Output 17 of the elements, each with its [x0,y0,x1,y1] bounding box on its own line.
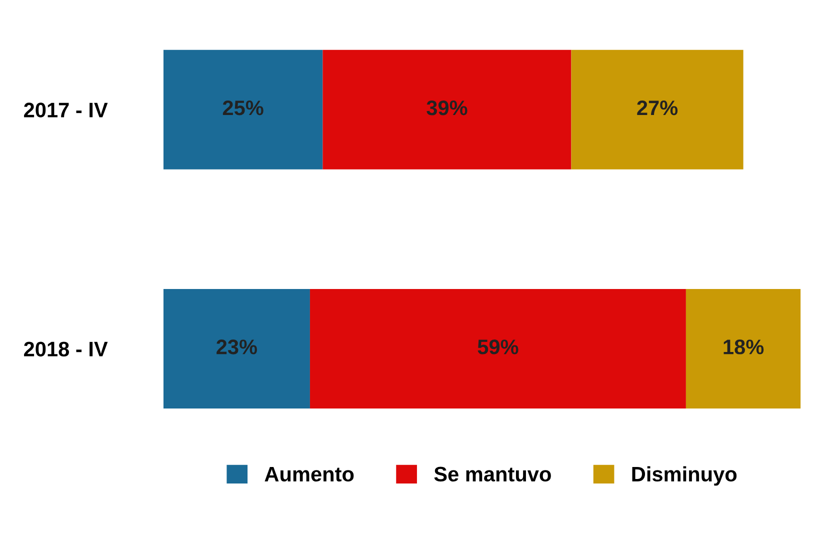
data-label: 59% [478,340,518,354]
data-label: 25% [222,100,264,116]
bar [571,50,744,170]
legend-label: Disminuyo [632,466,737,486]
legend-label: Se mantuvo [434,466,551,482]
data-label: 27% [637,100,678,116]
y-tick-label: 2018 - IV [24,342,108,356]
data-label: 39% [426,100,468,116]
bar [163,288,310,408]
data-label: 23% [216,340,257,354]
bar [322,50,572,170]
bar [310,288,686,408]
data-label: 18% [724,340,764,354]
y-tick-label: 2017 - IV [24,102,108,118]
bar [163,50,323,170]
legend-label: Aumento [264,466,354,482]
bar [686,288,801,408]
